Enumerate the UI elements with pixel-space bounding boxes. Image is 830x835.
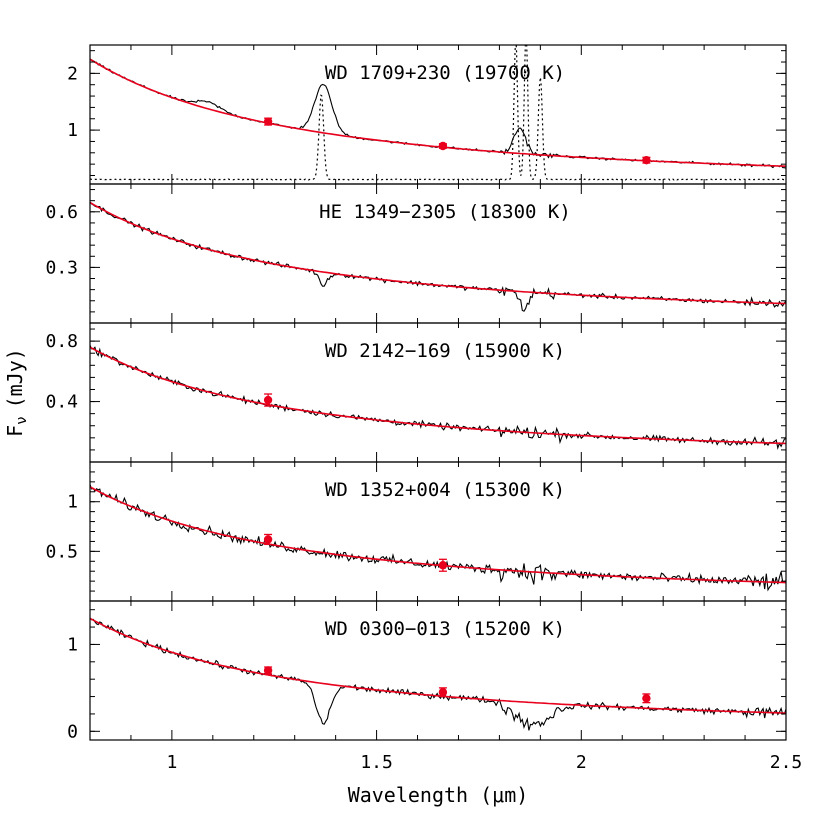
panel-3: 0.4 0.8 WD 2142−169 (15900 K) bbox=[45, 322, 787, 463]
y-tick-label: 0.3 bbox=[45, 257, 78, 278]
y-tick-label: 1 bbox=[67, 120, 78, 141]
y-tick-label: 0.6 bbox=[45, 202, 78, 223]
y-tick-label: 0 bbox=[67, 721, 78, 742]
photometry-point bbox=[263, 666, 273, 675]
photometry-marker bbox=[438, 688, 448, 697]
panel-5: 0 1 WD 0300−013 (15200 K) bbox=[67, 600, 787, 742]
photometry-marker bbox=[263, 395, 273, 405]
x-tick-label: 1.5 bbox=[360, 752, 393, 773]
panel-label: WD 1709+230 (19700 K) bbox=[325, 62, 565, 84]
photometry-marker bbox=[438, 141, 448, 151]
y-tick-label: 1 bbox=[67, 492, 78, 513]
x-tick-label: 1 bbox=[166, 752, 177, 773]
x-axis-title: Wavelength (μm) bbox=[348, 783, 529, 807]
model-curve bbox=[90, 486, 786, 584]
y-tick-label: 0.5 bbox=[45, 541, 78, 562]
photometry-point bbox=[263, 117, 273, 126]
y-tick-label: 1 bbox=[67, 634, 78, 655]
panel-label: WD 1352+004 (15300 K) bbox=[325, 479, 565, 501]
y-axis-title-subscript: ν bbox=[14, 416, 30, 424]
panel-label: WD 0300−013 (15200 K) bbox=[325, 618, 565, 640]
y-tick-label: 2 bbox=[67, 63, 78, 84]
panel-1: 1 2 WD 1709+230 (19700 K) bbox=[67, 44, 787, 185]
telluric-transmission-curve bbox=[90, 45, 786, 181]
x-tick-label: 2 bbox=[576, 752, 587, 773]
y-tick-label: 0.4 bbox=[45, 392, 78, 413]
photometry-marker bbox=[642, 694, 651, 703]
svg-text:Fν(mJy): Fν (mJy) bbox=[3, 348, 30, 437]
photometry-marker bbox=[438, 561, 448, 570]
photometry-marker bbox=[263, 666, 273, 675]
model-curve bbox=[90, 58, 786, 167]
panel-frame bbox=[89, 600, 787, 741]
photometry-point bbox=[438, 687, 448, 698]
panel-label: WD 2142−169 (15900 K) bbox=[325, 340, 565, 362]
photometry-point bbox=[263, 393, 273, 407]
photometry-marker bbox=[642, 155, 651, 165]
model-curve bbox=[90, 346, 786, 445]
photometry-marker bbox=[263, 117, 273, 126]
x-tick-label: 2.5 bbox=[770, 752, 803, 773]
photometry-marker bbox=[263, 535, 273, 544]
model-curve bbox=[90, 201, 786, 305]
y-axis-title-main: F bbox=[3, 425, 27, 437]
panel-2: 0.3 0.6 HE 1349−2305 (18300 K) bbox=[45, 183, 787, 324]
photometry-point bbox=[642, 693, 651, 704]
photometry-point bbox=[438, 141, 448, 151]
panel-4: 0.5 1 WD 1352+004 (15300 K) bbox=[45, 461, 787, 602]
photometry-point bbox=[642, 155, 651, 165]
y-axis-title-unit: (mJy) bbox=[3, 348, 27, 408]
y-axis-title: Fν (mJy) bbox=[3, 348, 30, 437]
photometry-point bbox=[263, 533, 273, 546]
panel-label: HE 1349−2305 (18300 K) bbox=[319, 201, 571, 223]
photometry-point bbox=[438, 558, 448, 572]
model-curve bbox=[90, 617, 786, 714]
y-tick-label: 0.8 bbox=[45, 331, 78, 352]
